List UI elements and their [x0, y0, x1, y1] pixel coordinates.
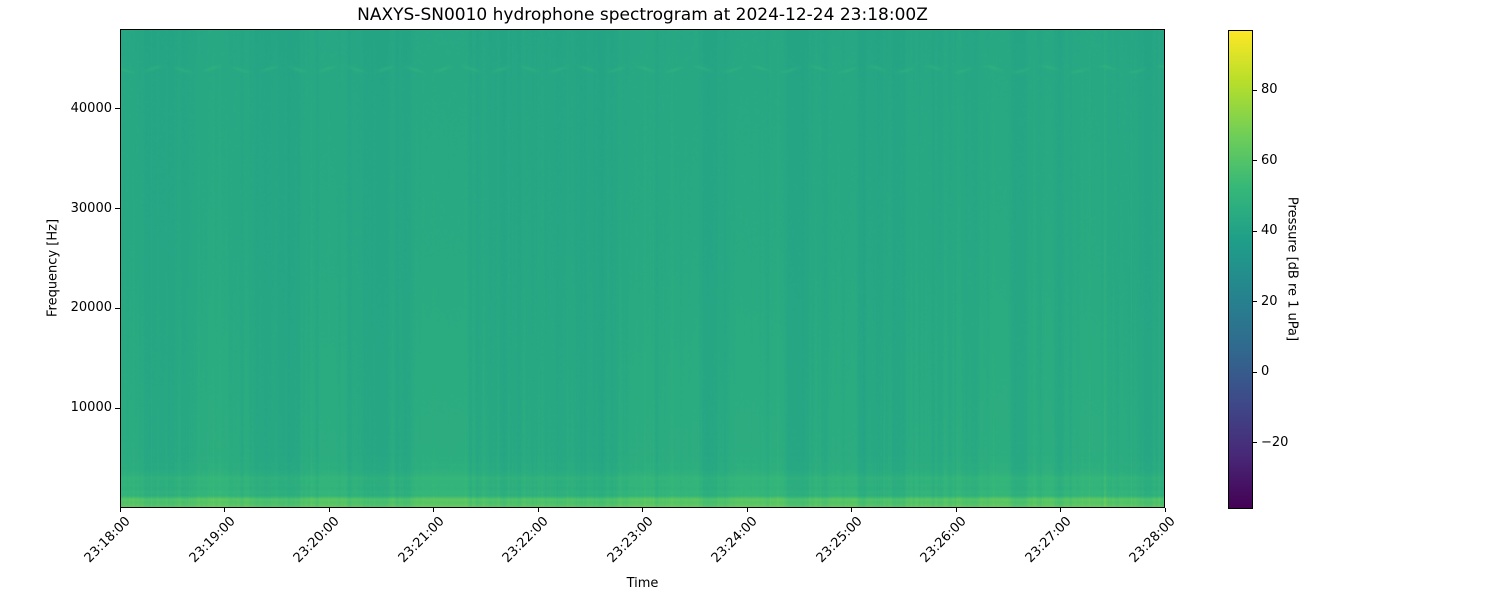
colorbar-tick-mark [1253, 89, 1257, 91]
y-tick-mark [115, 208, 120, 210]
x-tick-label: 23:22:00 [499, 514, 552, 566]
colorbar-tick-label: 20 [1261, 293, 1278, 309]
x-tick-label: 23:23:00 [604, 514, 657, 566]
colorbar-label: Pressure [dB re 1 uPa] [1284, 196, 1300, 342]
colorbar-tick-mark [1253, 301, 1257, 303]
colorbar-tick-mark [1253, 230, 1257, 232]
x-tick-label: 23:18:00 [81, 514, 134, 566]
y-tick-label: 20000 [70, 300, 112, 316]
x-tick-mark [642, 508, 643, 512]
x-tick-label: 23:27:00 [1022, 514, 1075, 566]
x-tick-mark [851, 508, 852, 512]
y-tick-mark [115, 108, 120, 110]
y-tick-label: 10000 [70, 400, 112, 416]
colorbar-tick-mark [1253, 442, 1257, 444]
x-tick-mark [746, 508, 748, 512]
x-tick-mark [955, 508, 957, 512]
x-tick-mark [224, 508, 225, 512]
plot-area [120, 29, 1165, 508]
x-tick-label: 23:26:00 [917, 514, 970, 566]
colorbar-tick-mark [1253, 160, 1257, 162]
y-tick-mark [115, 407, 120, 409]
colorbar-tick-label: 60 [1261, 152, 1278, 168]
colorbar-tick-label: −20 [1261, 434, 1289, 450]
x-tick-mark [537, 508, 539, 512]
colorbar-tick-label: 0 [1261, 364, 1270, 380]
spectrogram-canvas [121, 30, 1164, 507]
y-tick-mark [115, 307, 120, 309]
x-tick-mark [1060, 508, 1061, 512]
x-tick-label: 23:19:00 [186, 514, 239, 566]
x-tick-mark [433, 508, 434, 512]
x-tick-label: 23:21:00 [395, 514, 448, 566]
colorbar-tick-label: 40 [1261, 223, 1278, 239]
x-tick-label: 23:25:00 [813, 514, 866, 566]
y-tick-label: 30000 [70, 200, 112, 216]
colorbar [1228, 30, 1253, 509]
x-tick-label: 23:28:00 [1126, 514, 1179, 566]
x-tick-mark [119, 508, 121, 512]
colorbar-tick-label: 80 [1261, 82, 1278, 97]
colorbar-tick-mark [1253, 371, 1257, 373]
y-tick-label: 40000 [70, 100, 112, 116]
x-tick-label: 23:24:00 [708, 514, 761, 566]
x-axis-label: Time [626, 576, 659, 591]
x-tick-label: 23:20:00 [290, 514, 343, 566]
chart-title: NAXYS-SN0010 hydrophone spectrogram at 2… [357, 5, 928, 25]
x-tick-mark [1164, 508, 1166, 512]
x-tick-mark [328, 508, 330, 512]
